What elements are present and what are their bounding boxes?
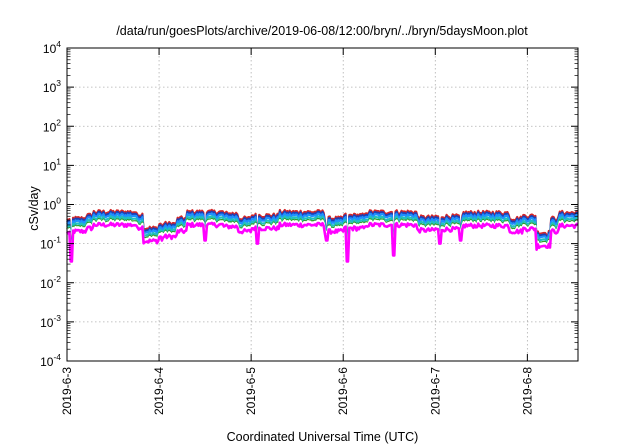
- series-line: [66, 210, 579, 255]
- y-tick-label: 10-4: [40, 352, 61, 369]
- x-axis-label: Coordinated Universal Time (UTC): [227, 430, 419, 444]
- y-tick-label: 10-1: [40, 235, 61, 252]
- series-line: [66, 218, 579, 255]
- series-line: [66, 215, 579, 255]
- grid: [67, 48, 578, 361]
- ticks: 10-4 10-3 10-2 10-1 100 101 102 103 104 2019-6-3 2…: [40, 39, 578, 415]
- x-tick-label: 2019-6-4: [152, 367, 166, 415]
- series-line: [66, 212, 579, 255]
- y-tick-label: 102: [43, 117, 61, 134]
- series-line: [65, 221, 579, 263]
- x-tick-label: 2019-6-6: [336, 367, 350, 415]
- y-tick-label: 100: [43, 196, 61, 213]
- y-tick-label: 103: [43, 78, 61, 95]
- chart-title: /data/run/goesPlots/archive/2019-06-08/1…: [116, 24, 528, 38]
- x-tick-label: 2019-6-8: [520, 367, 534, 415]
- y-tick-label: 104: [43, 39, 61, 56]
- y-tick-label: 10-3: [40, 313, 61, 330]
- y-axis-label: cSv/day: [27, 186, 41, 231]
- y-tick-label: 10-2: [40, 274, 61, 291]
- y-tick-label: 101: [43, 156, 61, 173]
- series-group: [65, 208, 579, 263]
- x-tick-label: 2019-6-3: [60, 367, 74, 415]
- x-tick-label: 2019-6-7: [428, 367, 442, 415]
- x-tick-label: 2019-6-5: [244, 367, 258, 415]
